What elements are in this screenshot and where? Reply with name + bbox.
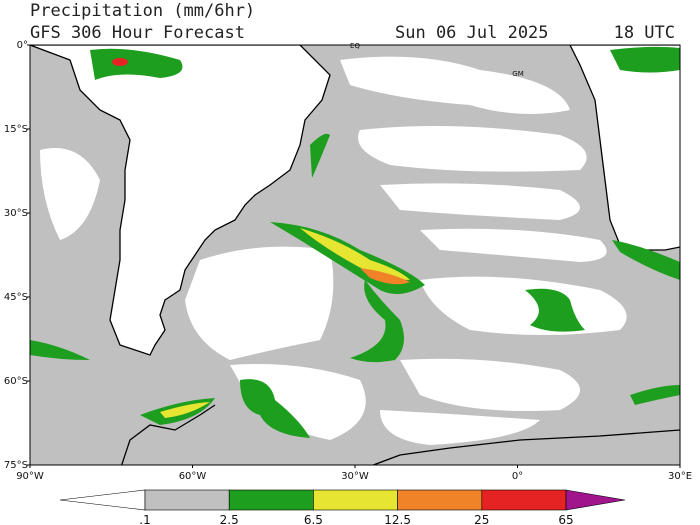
colorbar-label: .1 <box>139 513 150 525</box>
colorbar-segment <box>481 489 567 511</box>
subtitle: GFS 306 Hour Forecast <box>30 23 245 43</box>
colorbar-label: 2.5 <box>220 513 239 525</box>
equator-label: EQ <box>350 42 360 50</box>
colorbar-segment <box>228 489 314 511</box>
lat-tick-label: 60°S <box>4 376 28 387</box>
meridian-label: GM <box>512 70 523 78</box>
map-area: EQ GM <box>29 42 681 466</box>
africa-coast <box>569 45 680 251</box>
lat-tick-label: 30°S <box>4 208 28 219</box>
lat-tick-label: 0° <box>17 40 28 51</box>
colorbar-segment <box>144 489 230 511</box>
lon-tick-label: 60°W <box>179 471 207 482</box>
colorbar: .1 2.5 6.5 12.5 25 65 <box>59 489 626 525</box>
colorbar-label: 6.5 <box>304 513 323 525</box>
precipitation-areas <box>30 46 680 438</box>
colorbar-above <box>565 489 626 511</box>
colorbar-segment <box>313 489 398 511</box>
lon-tick-label: 0° <box>512 471 523 482</box>
lon-tick-label: 90°W <box>16 471 44 482</box>
colorbar-below <box>59 489 146 511</box>
lat-tick-label: 15°S <box>4 124 28 135</box>
colorbar-label: 12.5 <box>384 513 411 525</box>
lon-tick-label: 30°E <box>668 471 692 482</box>
date: Sun 06 Jul 2025 <box>395 23 549 43</box>
colorbar-label: 65 <box>558 513 573 525</box>
time: 18 UTC <box>614 23 675 43</box>
title: Precipitation (mm/6hr) <box>30 1 255 21</box>
lon-tick-label: 30°W <box>341 471 369 482</box>
lat-tick-label: 45°S <box>4 292 28 303</box>
antarctica-coast <box>120 404 680 465</box>
lat-tick-label: 75°S <box>4 460 28 471</box>
south-america-coast <box>30 45 331 356</box>
colorbar-segment <box>397 489 483 511</box>
axes: 0° 15°S 30°S 45°S 60°S 75°S90°W 60°W 30°W 0° 30°E <box>4 40 692 482</box>
colorbar-label: 25 <box>474 513 489 525</box>
